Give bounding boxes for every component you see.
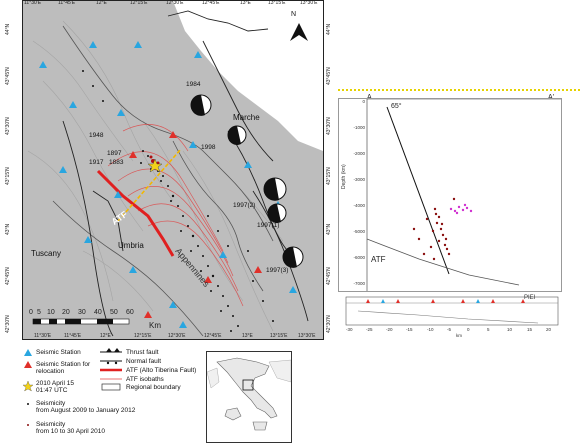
north-arrow-icon (290, 23, 308, 41)
legend-atf: ATF (Alto Tiberina Fault) (126, 367, 197, 374)
region-umbria: Umbria (118, 241, 144, 250)
section-hypocenters (412, 197, 456, 261)
inset-canvas (207, 352, 291, 442)
north-label: N (291, 11, 297, 18)
legend-boundary-icon (101, 383, 121, 391)
legend-station: Seismic Station (36, 349, 81, 356)
legend-star-icon (22, 380, 34, 392)
map-canvas (23, 1, 323, 339)
legend-station-icon (24, 349, 32, 356)
dotted-line (338, 89, 580, 91)
year-1917: 1917 (89, 159, 104, 166)
inset-study-area (242, 379, 254, 391)
legend-seis1-l1: Seismicity (36, 400, 66, 407)
right-ticks: 44°N 43°45'N 43°30'N 43°15'N 43°N 42°45'… (326, 23, 332, 333)
legend: Seismic Station Seismic Station for relo… (22, 347, 202, 443)
small-profile: PIEI -30 -25 -20 -15 -10 -5 0 5 10 15 20… (338, 295, 568, 340)
legend-event-date: 2010 April 15 (36, 380, 74, 387)
small-profile-canvas (345, 296, 559, 326)
year-1897: 1897 (107, 150, 122, 157)
section-a-right: A' (548, 94, 554, 101)
distance-ticks: -30 -25 -20 -15 -10 -5 0 5 10 15 20 (346, 327, 552, 332)
year-1948: 1948 (89, 132, 104, 139)
legend-dot-icon (27, 403, 29, 405)
year-1984: 1984 (186, 81, 201, 88)
cross-section: 65° ATF Depth (km) 0 -1000 -2000 -3000 -… (338, 98, 562, 292)
event-star (147, 158, 163, 173)
italy-shape (216, 357, 278, 419)
atf-profile (366, 238, 520, 286)
region-marche: Marche (233, 113, 260, 122)
year-1997-3: 1997(3) (266, 267, 289, 274)
year-1998: 1998 (201, 144, 216, 151)
left-ticks: 44°N 43°45'N 43°30'N 43°15'N 43°N 42°45'… (5, 23, 11, 333)
relocation-stations (129, 131, 262, 318)
inset-map (206, 351, 292, 443)
legend-reddot-icon (27, 424, 29, 426)
legend-seis2-l2: from 10 to 30 April 2010 (36, 428, 106, 435)
region-tuscany: Tuscany (31, 249, 61, 258)
legend-seis2-l1: Seismicity (36, 421, 66, 428)
depth-ticks: 0 -1000 -2000 -3000 -4000 -5000 -6000 -7… (353, 99, 365, 286)
fault-65 (386, 106, 450, 275)
legend-normal: Normal fault (126, 358, 162, 365)
top-ticks: 11°30'E 11°45'E 12°E 12°15'E 12°30'E 12°… (24, 0, 318, 6)
small-profile-label: PIEI (524, 295, 536, 301)
section-canvas (366, 98, 561, 291)
legend-regional: Regional boundary (126, 384, 181, 391)
legend-symbols (22, 349, 34, 426)
main-map: N Marche Tuscany Umbria Appennines ATF 1… (22, 0, 324, 340)
legend-thrust: Thrust fault (126, 349, 159, 356)
section-magenta-cluster (449, 203, 473, 215)
atf-trace (96, 169, 175, 257)
scale-numbers: 0 5 10 20 30 40 50 60 (29, 309, 134, 316)
adriatic-sea (173, 1, 323, 151)
year-1997-2: 1997(2) (233, 202, 256, 209)
angle-label: 65° (391, 103, 402, 110)
legend-event-time: 01:47 UTC (36, 387, 68, 394)
scale-bar-graphic (32, 318, 130, 325)
year-1997-1: 1997(1) (257, 222, 280, 229)
bottom-ticks: 11°30'E 11°45'E 12°E 12°15'E 12°30'E 12°… (34, 333, 316, 339)
legend-line-symbols (100, 348, 122, 391)
atf-section-label: ATF (371, 255, 386, 264)
scale-unit: Km (149, 321, 161, 330)
section-a-left: A (367, 94, 372, 101)
year-1883: 1883 (109, 159, 124, 166)
legend-relocation: Seismic Station for relocation (36, 361, 91, 375)
focal-mechanisms (190, 94, 304, 268)
section-line (117, 148, 182, 222)
regional-boundaries (52, 25, 274, 337)
legend-seis1-l2: from August 2009 to January 2012 (36, 407, 136, 414)
distance-unit: km (456, 333, 462, 338)
legend-relocation-icon (24, 361, 32, 368)
legend-isobaths: ATF isobaths (126, 376, 164, 383)
